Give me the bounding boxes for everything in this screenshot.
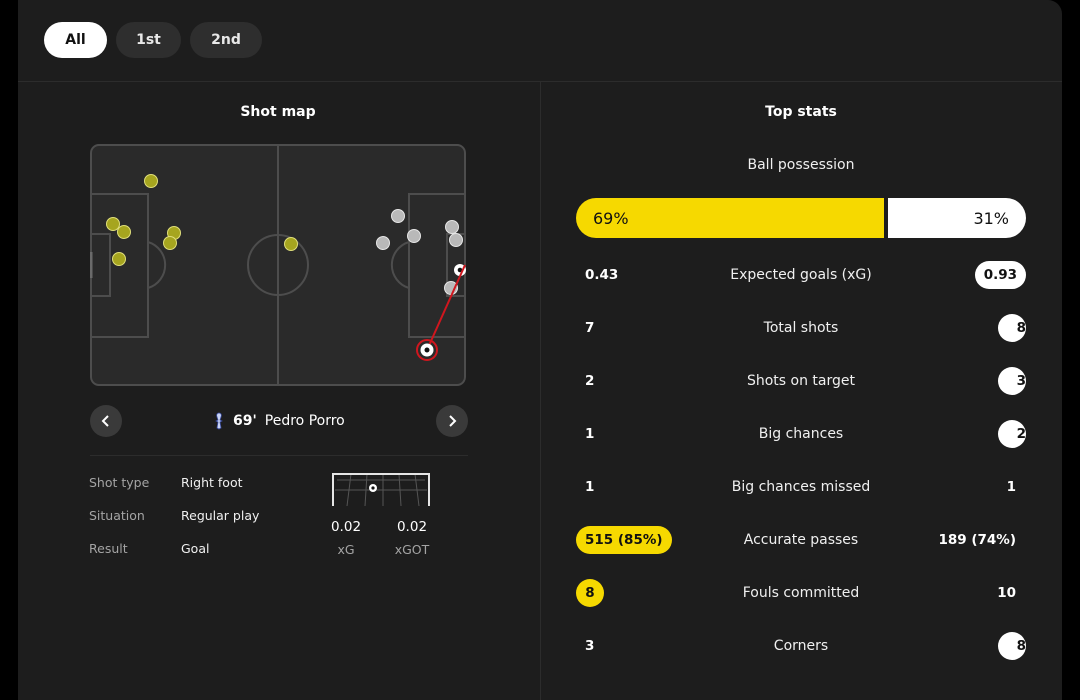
detail-result: Result Goal: [89, 541, 210, 556]
stat-away-value: 8: [998, 632, 1026, 660]
goal-marker: [454, 264, 466, 276]
shot-marker: [117, 225, 131, 239]
shot-marker: [449, 233, 463, 247]
detail-shot-type: Shot type Right foot: [89, 475, 243, 490]
tab-all[interactable]: All: [44, 22, 107, 58]
xgot-label: xGOT: [394, 542, 430, 557]
stat-away-value: 10: [997, 585, 1016, 601]
stat-home-value: 7: [585, 320, 595, 336]
shot-marker: [112, 252, 126, 266]
previous-shot-button[interactable]: [90, 405, 122, 437]
stat-label: Fouls committed: [742, 585, 860, 601]
shot-marker: [163, 236, 177, 250]
period-tabs: All 1st 2nd: [44, 22, 262, 58]
stat-label: Big chances missed: [731, 479, 871, 495]
stat-home-value: 1: [585, 426, 595, 442]
tab-first-half[interactable]: 1st: [116, 22, 181, 58]
shot-trajectory-line: [426, 264, 466, 351]
stat-away-value: 3: [998, 367, 1026, 395]
stat-row: Fouls committed 8 10: [576, 579, 1026, 607]
chevron-left-icon: [101, 415, 109, 427]
stat-label: Total shots: [763, 320, 839, 336]
stat-row: Big chances missed 1 1: [576, 473, 1026, 501]
column-divider: [540, 82, 541, 700]
stat-label: Expected goals (xG): [730, 267, 872, 283]
team-crest-icon: [215, 412, 223, 430]
xg-value: 0.02: [330, 519, 362, 535]
stat-home-value: 2: [585, 373, 595, 389]
possession-bar: 69% 31%: [576, 198, 1026, 238]
shot-map-title: Shot map: [240, 104, 316, 120]
goal-frame-graphic: [331, 472, 431, 512]
shot-marker: [284, 237, 298, 251]
possession-home: 69%: [576, 198, 884, 238]
next-shot-button[interactable]: [436, 405, 468, 437]
stat-away-value: 0.93: [974, 261, 1026, 289]
shot-marker: [391, 209, 405, 223]
shot-minute: 69': [233, 413, 257, 429]
shot-marker: [144, 174, 158, 188]
stat-away-value: 8: [998, 314, 1026, 342]
stat-row: Shots on target 2 3: [576, 367, 1026, 395]
stat-home-value: 515 (85%): [576, 526, 672, 554]
left-penalty-arc: [147, 241, 167, 289]
divider: [18, 81, 1062, 82]
stat-row: Expected goals (xG) 0.43 0.93: [576, 261, 1026, 289]
stat-row: Total shots 7 8: [576, 314, 1026, 342]
xgot-value: 0.02: [396, 519, 428, 535]
stat-label: Shots on target: [746, 373, 855, 389]
possession-label: Ball possession: [747, 157, 855, 173]
xg-label: xG: [337, 542, 355, 557]
stat-away-value: 189 (74%): [938, 532, 1016, 548]
shot-marker: [407, 229, 421, 243]
stat-home-value: 3: [585, 638, 595, 654]
shot-map-pitch: [90, 144, 466, 386]
stat-home-value: 0.43: [585, 267, 619, 283]
shot-player: Pedro Porro: [264, 413, 345, 429]
match-stats-card: All 1st 2nd Shot map: [18, 0, 1062, 700]
top-stats-title: Top stats: [765, 104, 837, 120]
shot-divider: [90, 455, 468, 456]
possession-away: 31%: [887, 198, 1026, 238]
right-penalty-arc: [390, 241, 410, 289]
shot-marker: [376, 236, 390, 250]
stat-label: Accurate passes: [743, 532, 859, 548]
tab-second-half[interactable]: 2nd: [190, 22, 262, 58]
stat-label: Big chances: [758, 426, 844, 442]
detail-situation: Situation Regular play: [89, 508, 260, 523]
stat-away-value: 1: [1006, 479, 1016, 495]
selected-goal-marker[interactable]: [416, 339, 438, 361]
selected-shot-label: 69' Pedro Porro: [213, 412, 345, 430]
stat-away-value: 2: [998, 420, 1026, 448]
shot-marker: [445, 220, 459, 234]
stat-home-value: 8: [576, 579, 604, 607]
shot-marker: [106, 217, 120, 231]
stat-row: Big chances 1 2: [576, 420, 1026, 448]
stat-label: Corners: [773, 638, 829, 654]
chevron-right-icon: [449, 415, 457, 427]
stat-home-value: 1: [585, 479, 595, 495]
stat-row: Accurate passes 515 (85%) 189 (74%): [576, 526, 1026, 554]
center-circle: [247, 234, 309, 296]
stat-row: Corners 3 8: [576, 632, 1026, 660]
